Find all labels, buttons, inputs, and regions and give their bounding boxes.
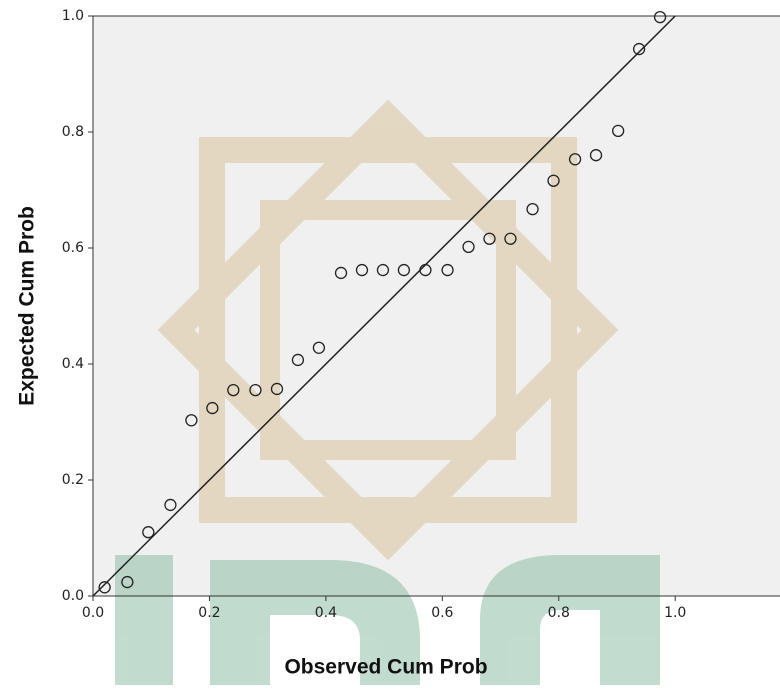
- x-tick-label: 0.2: [198, 605, 220, 621]
- y-tick-label: 0.4: [62, 356, 84, 372]
- x-axis-title: Observed Cum Prob: [284, 656, 487, 679]
- y-tick-label: 0.8: [62, 124, 84, 140]
- y-tick-label: 1.0: [62, 8, 84, 24]
- x-tick-label: 0.4: [315, 605, 337, 621]
- x-tick-label: 0.8: [548, 605, 570, 621]
- y-tick-label: 0.2: [62, 472, 84, 488]
- x-tick-label: 0.0: [82, 605, 104, 621]
- page: {"chart_data": {"type": "scatter", "x_la…: [0, 0, 780, 685]
- y-tick-label: 0.0: [62, 588, 84, 604]
- y-axis-title: Expected Cum Prob: [16, 206, 39, 406]
- y-tick-label: 0.6: [62, 240, 84, 256]
- x-tick-label: 0.6: [431, 605, 453, 621]
- chart: Observed Cum Prob Expected Cum Prob 0.00…: [0, 0, 780, 685]
- x-tick-label: 1.0: [664, 605, 686, 621]
